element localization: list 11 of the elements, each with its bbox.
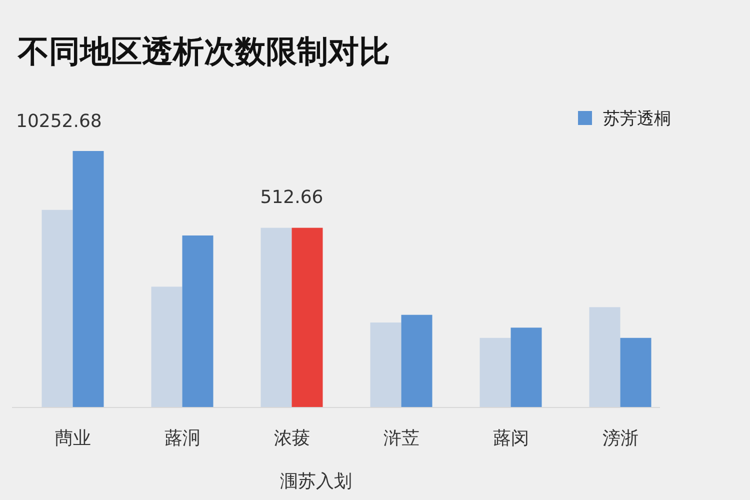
x-axis-title: 涠苏入划: [280, 471, 352, 492]
x-tick-label: 浓菝: [274, 428, 310, 449]
x-tick-label: 蔄业: [54, 428, 91, 449]
text: 10252.68: [16, 111, 102, 132]
x-tick-label: 蕗闵: [492, 428, 529, 449]
legend-label: 苏芳透桐: [603, 109, 671, 129]
chart-title: 不同地区透析次数限制对比: [17, 34, 390, 70]
x-tick-label: 蕗泂: [164, 428, 200, 449]
annotation: 512.66: [260, 187, 324, 208]
x-tick-label: 浒苙: [383, 428, 420, 449]
x-tick-label: 滂浙: [602, 428, 638, 449]
